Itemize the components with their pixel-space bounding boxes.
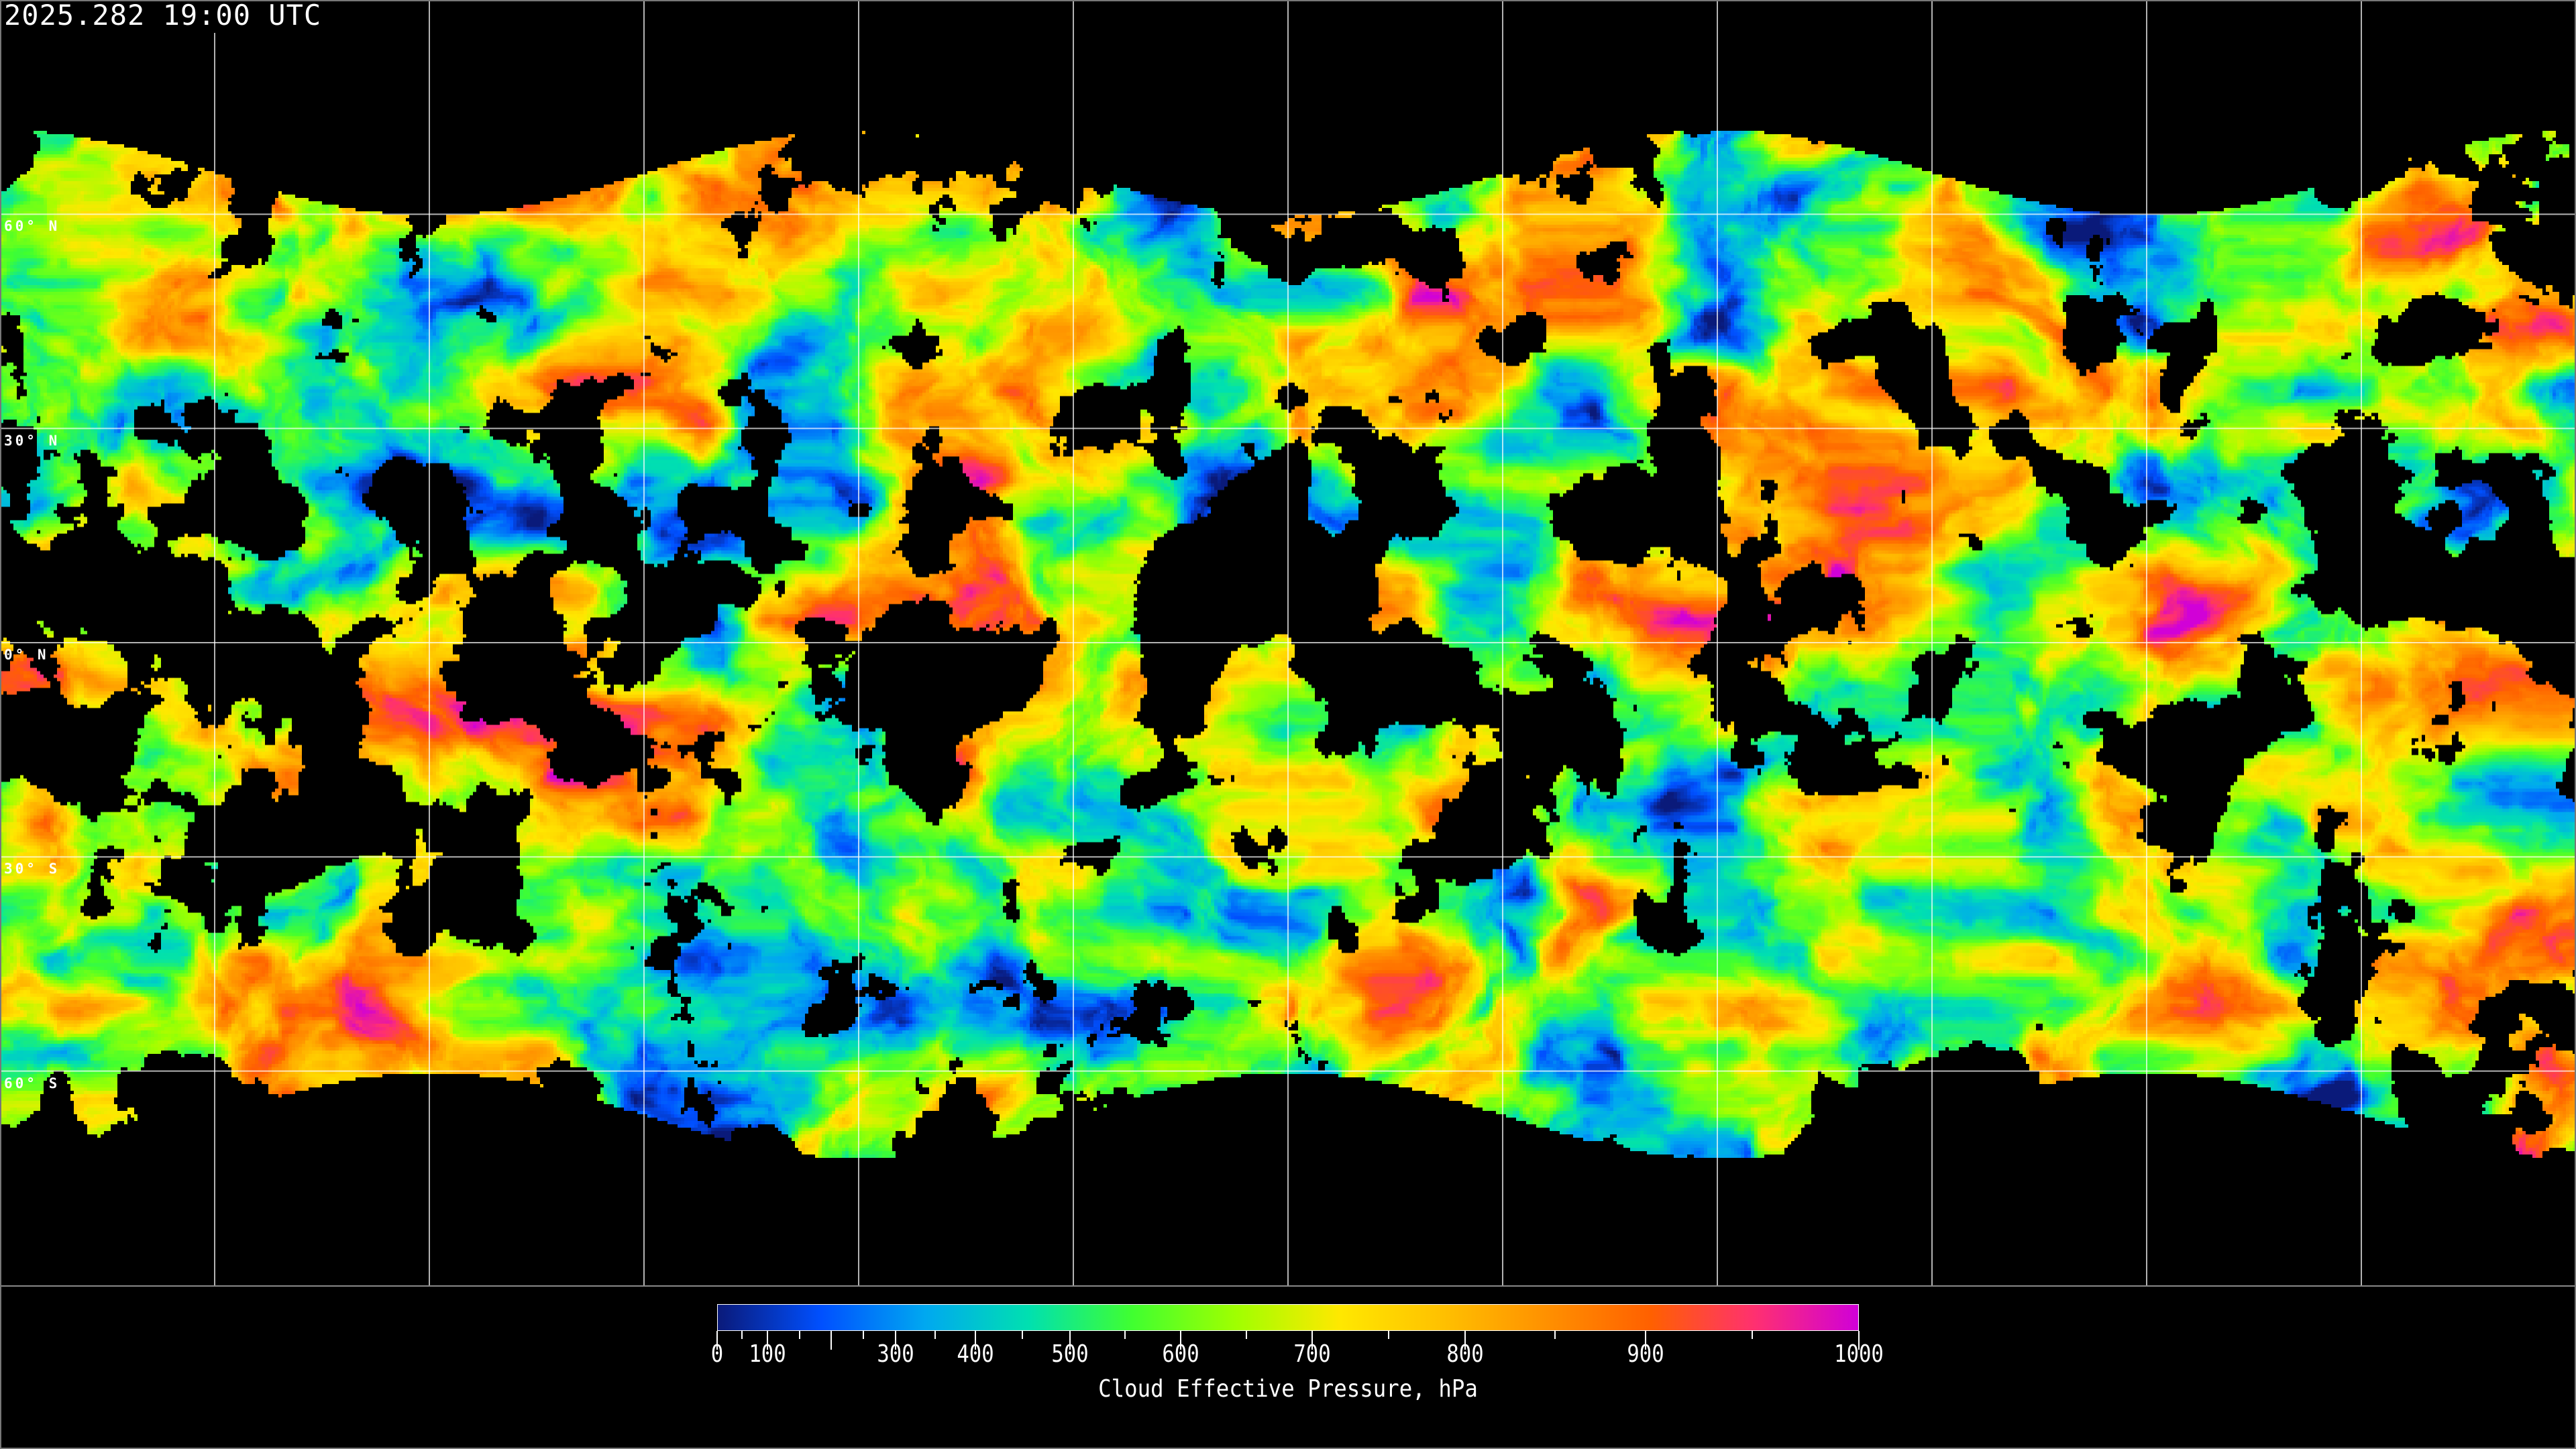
colorbar-tick (1464, 1331, 1466, 1350)
latitude-label: 60° N (4, 218, 60, 235)
colorbar-title: Cloud Effective Pressure, hPa (1098, 1375, 1478, 1403)
latitude-label: 30° N (4, 432, 60, 449)
colorbar-tick-label: 700 (1293, 1340, 1331, 1368)
colorbar-tick-label: 900 (1627, 1340, 1664, 1368)
colorbar-tick (1124, 1331, 1126, 1339)
colorbar-tick (894, 1331, 896, 1350)
colorbar-tick (1554, 1331, 1556, 1339)
colorbar-tick (741, 1331, 743, 1339)
colorbar (717, 1304, 1859, 1331)
colorbar-tick (1069, 1331, 1071, 1350)
colorbar-ticks (0, 1331, 2576, 1351)
colorbar-tick (1022, 1331, 1024, 1339)
colorbar-tick-label: 600 (1162, 1340, 1199, 1368)
colorbar-tick-label: 400 (957, 1340, 994, 1368)
map-border (0, 1285, 2576, 1287)
latitude-label: 60° S (4, 1075, 60, 1091)
colorbar-tick (1311, 1331, 1313, 1350)
latitude-label: 30° S (4, 861, 60, 877)
colorbar-tick (1644, 1331, 1646, 1350)
colorbar-tick (862, 1331, 864, 1339)
colorbar-tick (830, 1331, 833, 1350)
colorbar-tick-label: 100 (749, 1340, 786, 1368)
colorbar-tick (974, 1331, 976, 1350)
colorbar-tick-label: 0 (710, 1340, 724, 1368)
colorbar-tick-label: 500 (1051, 1340, 1089, 1368)
colorbar-tick (716, 1331, 718, 1350)
colorbar-tick (1245, 1331, 1247, 1339)
colorbar-tick (1180, 1331, 1181, 1350)
colorbar-tick (1387, 1331, 1389, 1339)
colorbar-tick (1751, 1331, 1753, 1339)
graticule (0, 0, 2576, 1285)
colorbar-tick (1858, 1331, 1860, 1350)
latitude-label: 0° N (4, 647, 49, 663)
colorbar-tick-label: 300 (876, 1340, 914, 1368)
timestamp-label: 2025.282 19:00 UTC (4, 0, 326, 33)
colorbar-tick (766, 1331, 768, 1350)
colorbar-tick-label: 1000 (1834, 1340, 1884, 1368)
colorbar-tick (798, 1331, 800, 1339)
colorbar-tick (934, 1331, 936, 1339)
colorbar-tick-label: 800 (1446, 1340, 1484, 1368)
